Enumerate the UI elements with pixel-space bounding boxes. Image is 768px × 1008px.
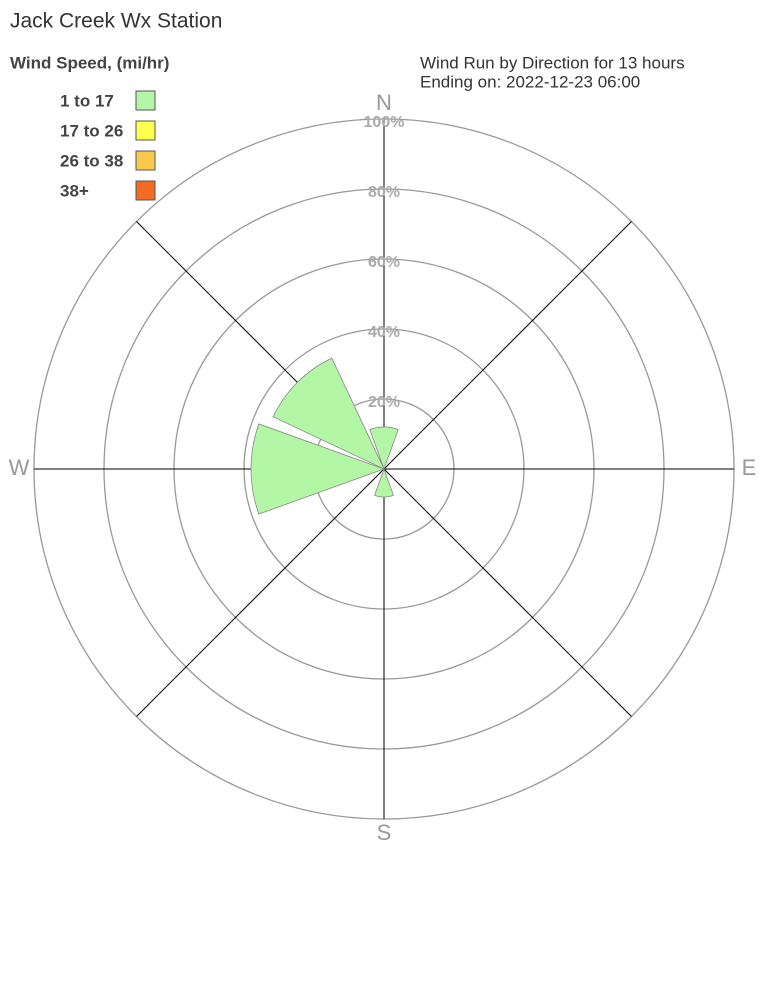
spoke xyxy=(383,221,632,470)
r-tick-label: 100% xyxy=(364,114,405,131)
r-tick-label: 60% xyxy=(368,254,400,271)
wedge xyxy=(272,357,385,470)
legend-swatch xyxy=(135,90,156,111)
legend-title: Wind Speed, (mi/hr) xyxy=(10,53,169,72)
legend-swatch xyxy=(135,120,156,141)
wedge xyxy=(250,423,386,515)
legend: 1 to 17 17 to 26 26 to 38 38+ xyxy=(60,90,156,201)
spoke xyxy=(136,468,385,717)
legend-label: 17 to 26 xyxy=(60,121,123,140)
wedge xyxy=(369,426,399,471)
r-tick-label: 80% xyxy=(368,184,400,201)
grid xyxy=(33,118,735,820)
direction-label: S xyxy=(377,820,392,845)
chart-title: Jack Creek Wx Station xyxy=(10,10,222,33)
wedges xyxy=(250,357,399,515)
direction-label: N xyxy=(376,90,392,115)
legend-label: 38+ xyxy=(60,181,89,200)
legend-label: 1 to 17 xyxy=(60,91,114,110)
r-tick-label: 20% xyxy=(368,394,400,411)
legend-label: 26 to 38 xyxy=(60,151,123,170)
spoke xyxy=(383,468,632,717)
chart-subtitle: Ending on: 2022-12-23 06:00 xyxy=(420,72,640,91)
labels: 20% 40% 60% 80% 100%N E S W xyxy=(9,90,757,845)
legend-swatch xyxy=(135,180,156,201)
r-tick-label: 40% xyxy=(368,324,400,341)
wedge xyxy=(374,467,394,498)
legend-swatch xyxy=(135,150,156,171)
direction-label: W xyxy=(9,455,30,480)
chart-subtitle: Wind Run by Direction for 13 hours xyxy=(420,53,685,72)
direction-label: E xyxy=(742,455,757,480)
